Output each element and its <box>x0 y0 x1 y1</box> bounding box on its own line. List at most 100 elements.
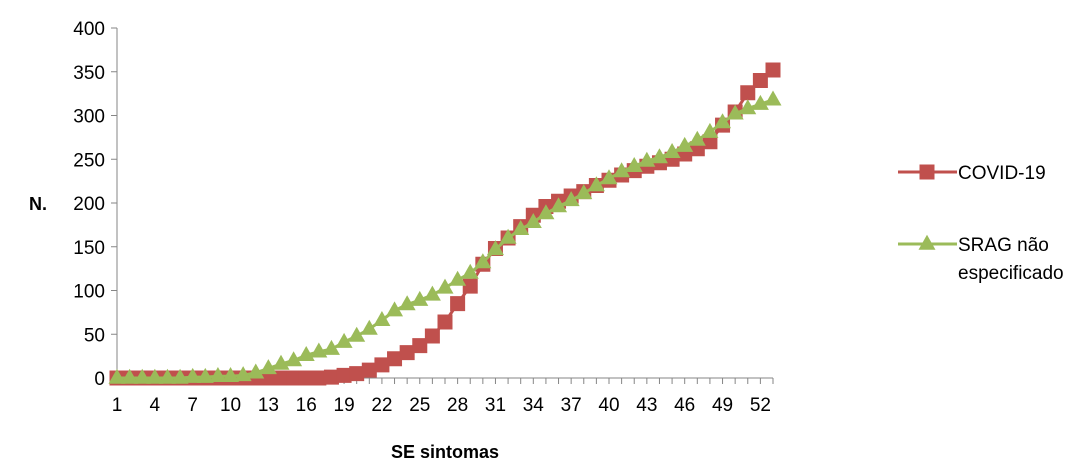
data-point <box>688 130 706 146</box>
x-tick-label: 43 <box>636 395 657 416</box>
series-covid-19 <box>109 62 781 386</box>
data-point <box>461 263 479 279</box>
x-tick-label: 37 <box>561 395 582 416</box>
data-point <box>550 197 568 213</box>
data-point <box>146 368 164 384</box>
x-tick-label: 16 <box>296 395 317 416</box>
data-point <box>399 345 415 361</box>
data-point <box>374 357 390 373</box>
x-tick-label: 10 <box>220 395 241 416</box>
legend-label: SRAG não <box>958 235 1049 256</box>
data-point <box>311 370 327 386</box>
data-point <box>234 366 252 382</box>
data-point <box>600 169 618 185</box>
data-point <box>449 270 467 286</box>
x-tick-label: 13 <box>258 395 279 416</box>
data-point <box>386 301 404 317</box>
data-point <box>133 368 151 384</box>
data-point <box>297 345 315 361</box>
data-point <box>702 134 718 150</box>
data-point <box>751 94 769 110</box>
data-point <box>349 366 365 382</box>
data-point <box>752 73 768 88</box>
data-point <box>714 113 732 129</box>
data-point <box>562 191 580 207</box>
data-point <box>286 370 302 386</box>
data-point <box>701 122 719 138</box>
data-point <box>524 212 542 228</box>
data-point <box>450 296 466 312</box>
data-point <box>462 278 478 294</box>
data-point <box>196 367 214 383</box>
data-point <box>209 366 227 382</box>
axes: 0 50 100 150 200 250 300 350 400 1 4 7 10 13 16 19 22 25 2… <box>29 19 774 460</box>
x-tick-label: 46 <box>674 395 695 416</box>
data-point <box>474 253 492 269</box>
data-point <box>613 162 631 178</box>
x-tick-label: 40 <box>598 395 619 416</box>
x-tick-label: 7 <box>187 395 198 416</box>
data-point <box>361 362 377 378</box>
data-point <box>373 310 391 326</box>
data-point <box>335 332 353 348</box>
series-line <box>117 68 774 380</box>
data-point <box>285 351 303 367</box>
series-layer <box>108 62 782 386</box>
y-tick-label: 100 <box>73 282 105 303</box>
x-tick-label: 22 <box>371 395 392 416</box>
data-point <box>259 359 277 375</box>
legend-item: SRAG não especificado <box>898 234 1064 284</box>
data-point <box>387 351 403 367</box>
y-tick-label: 0 <box>94 369 105 390</box>
x-tick-label: 4 <box>150 395 161 416</box>
data-point <box>272 354 290 370</box>
data-point <box>486 240 504 256</box>
x-tick-label: 52 <box>750 395 771 416</box>
data-point <box>322 339 340 355</box>
y-axis-title: N. <box>29 194 47 214</box>
x-tick-label: 31 <box>485 395 506 416</box>
data-point <box>739 99 757 115</box>
data-point <box>587 176 605 192</box>
data-point <box>423 285 441 301</box>
data-point <box>247 363 265 379</box>
legend-label: COVID-19 <box>958 163 1046 184</box>
data-point <box>348 326 366 342</box>
data-point <box>273 370 289 386</box>
x-tick-label: 19 <box>334 395 355 416</box>
y-tick-label: 250 <box>73 150 105 171</box>
y-tick-label: 350 <box>73 63 105 84</box>
y-tick-label: 200 <box>73 194 105 215</box>
data-point <box>336 367 352 383</box>
x-tick-label: 34 <box>523 395 545 416</box>
data-point <box>437 314 453 330</box>
data-point <box>310 342 328 358</box>
data-point <box>740 85 756 101</box>
data-point <box>676 136 694 152</box>
data-point <box>436 278 454 294</box>
y-tick-label: 400 <box>73 19 105 40</box>
data-point <box>764 90 782 106</box>
data-point <box>108 368 126 384</box>
data-point <box>499 228 517 244</box>
data-point <box>424 328 440 344</box>
legend-marker <box>918 234 936 250</box>
data-point <box>650 148 668 164</box>
data-point <box>575 184 593 200</box>
data-point <box>260 370 276 386</box>
data-point <box>298 370 314 386</box>
legend-marker <box>919 164 935 180</box>
y-tick-label: 300 <box>73 107 105 128</box>
data-point <box>512 219 530 235</box>
legend: COVID-19 SRAG não especificado <box>898 163 1064 284</box>
data-point <box>726 104 744 120</box>
data-point <box>171 368 189 384</box>
series-srag-nao-especificado <box>108 90 782 384</box>
legend-item: COVID-19 <box>898 163 1046 184</box>
data-point <box>121 368 139 384</box>
series-line <box>117 98 774 380</box>
x-tick-label: 25 <box>409 395 430 416</box>
x-tick-label: 1 <box>112 395 123 416</box>
